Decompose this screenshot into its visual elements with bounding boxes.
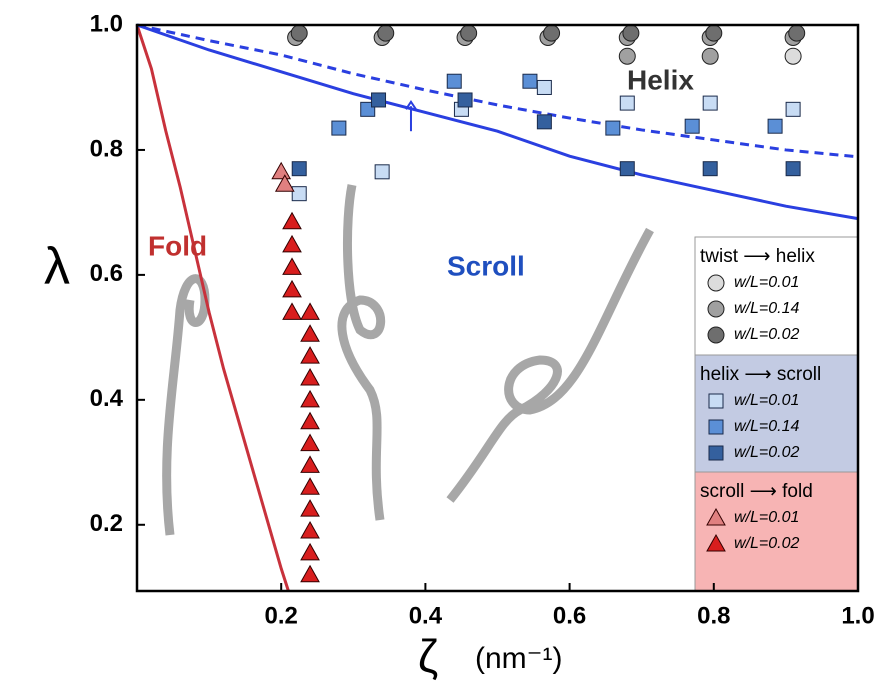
point [622, 24, 640, 42]
x-tick-label: 0.6 [553, 602, 586, 629]
point [300, 477, 320, 495]
legend-marker [708, 393, 724, 409]
legend-label: w/L=0.02 [734, 444, 799, 461]
point [446, 73, 462, 89]
legend-label: w/L=0.01 [734, 392, 799, 409]
point [300, 346, 320, 364]
x-tick-label: 0.4 [409, 602, 443, 629]
point [282, 257, 302, 275]
point [785, 101, 801, 117]
legend-label: w/L=0.14 [734, 300, 799, 317]
y-tick-label: 0.4 [90, 385, 124, 412]
point [536, 114, 552, 130]
legend-marker [707, 300, 725, 318]
legend-marker [708, 445, 724, 461]
point [282, 279, 302, 298]
point [300, 302, 320, 320]
point [619, 95, 635, 111]
legend-marker [707, 274, 725, 292]
annotation: Helix [627, 64, 694, 95]
x-tick-label: 0.8 [697, 602, 730, 629]
legend-label: w/L=0.01 [734, 274, 799, 291]
point [684, 118, 700, 134]
x-axis-unit: (nm⁻¹) [475, 642, 562, 675]
point [374, 164, 390, 180]
point [785, 161, 801, 177]
point [788, 24, 806, 42]
legend-title: helix ⟶ scroll [700, 364, 821, 385]
legend-label: w/L=0.01 [734, 509, 799, 526]
curve [136, 23, 859, 221]
point [290, 24, 308, 42]
point [300, 521, 320, 539]
point [702, 161, 718, 177]
point [282, 302, 302, 320]
point [457, 92, 473, 108]
point [619, 161, 635, 177]
point [605, 120, 621, 136]
point [282, 211, 302, 230]
point [300, 367, 320, 386]
legend-marker [708, 419, 724, 435]
arrow-head [405, 100, 417, 110]
x-tick-label: 0.2 [265, 602, 298, 629]
point [377, 24, 395, 42]
point [300, 542, 320, 561]
point [300, 455, 320, 473]
point [331, 120, 347, 136]
point [618, 47, 636, 65]
y-tick-label: 0.6 [90, 260, 123, 287]
point [536, 79, 552, 95]
point [300, 564, 320, 583]
legend-marker [707, 326, 725, 344]
point [291, 186, 307, 202]
scroll-ribbon [337, 184, 386, 521]
point [522, 73, 538, 89]
point [271, 161, 292, 180]
annotation: Scroll [447, 250, 525, 281]
point [282, 234, 302, 253]
point [300, 324, 320, 342]
legend-label: w/L=0.02 [734, 535, 799, 552]
point [702, 95, 718, 111]
point [300, 433, 320, 452]
legend-label: w/L=0.02 [734, 326, 799, 343]
point [460, 24, 478, 42]
ribbon-images [162, 184, 654, 536]
legend-label: w/L=0.14 [734, 418, 799, 435]
point [701, 47, 719, 65]
point [543, 24, 561, 42]
legend-title: scroll ⟶ fold [700, 481, 813, 502]
legend-title: twist ⟶ helix [700, 246, 815, 267]
curve [135, 24, 290, 592]
plot-frame [135, 23, 860, 593]
y-axis-label: λ [44, 238, 70, 296]
point [705, 24, 723, 42]
fold-ribbon [162, 274, 210, 536]
point [371, 92, 387, 108]
legend-marker [706, 507, 726, 526]
scroll-ribbon [446, 227, 654, 503]
y-tick-label: 1.0 [90, 10, 123, 37]
point [767, 118, 783, 134]
point [291, 161, 307, 177]
x-axis-label: ζ [418, 630, 438, 682]
point [300, 499, 320, 517]
x-tick-label: 1.0 [841, 602, 874, 629]
curve [136, 23, 859, 159]
point [274, 174, 295, 192]
y-tick-label: 0.2 [90, 510, 123, 537]
point [300, 389, 320, 408]
annotation: Fold [148, 230, 207, 261]
point [300, 411, 320, 430]
point [784, 47, 802, 65]
legend-marker [706, 533, 726, 552]
y-tick-label: 0.8 [90, 135, 123, 162]
